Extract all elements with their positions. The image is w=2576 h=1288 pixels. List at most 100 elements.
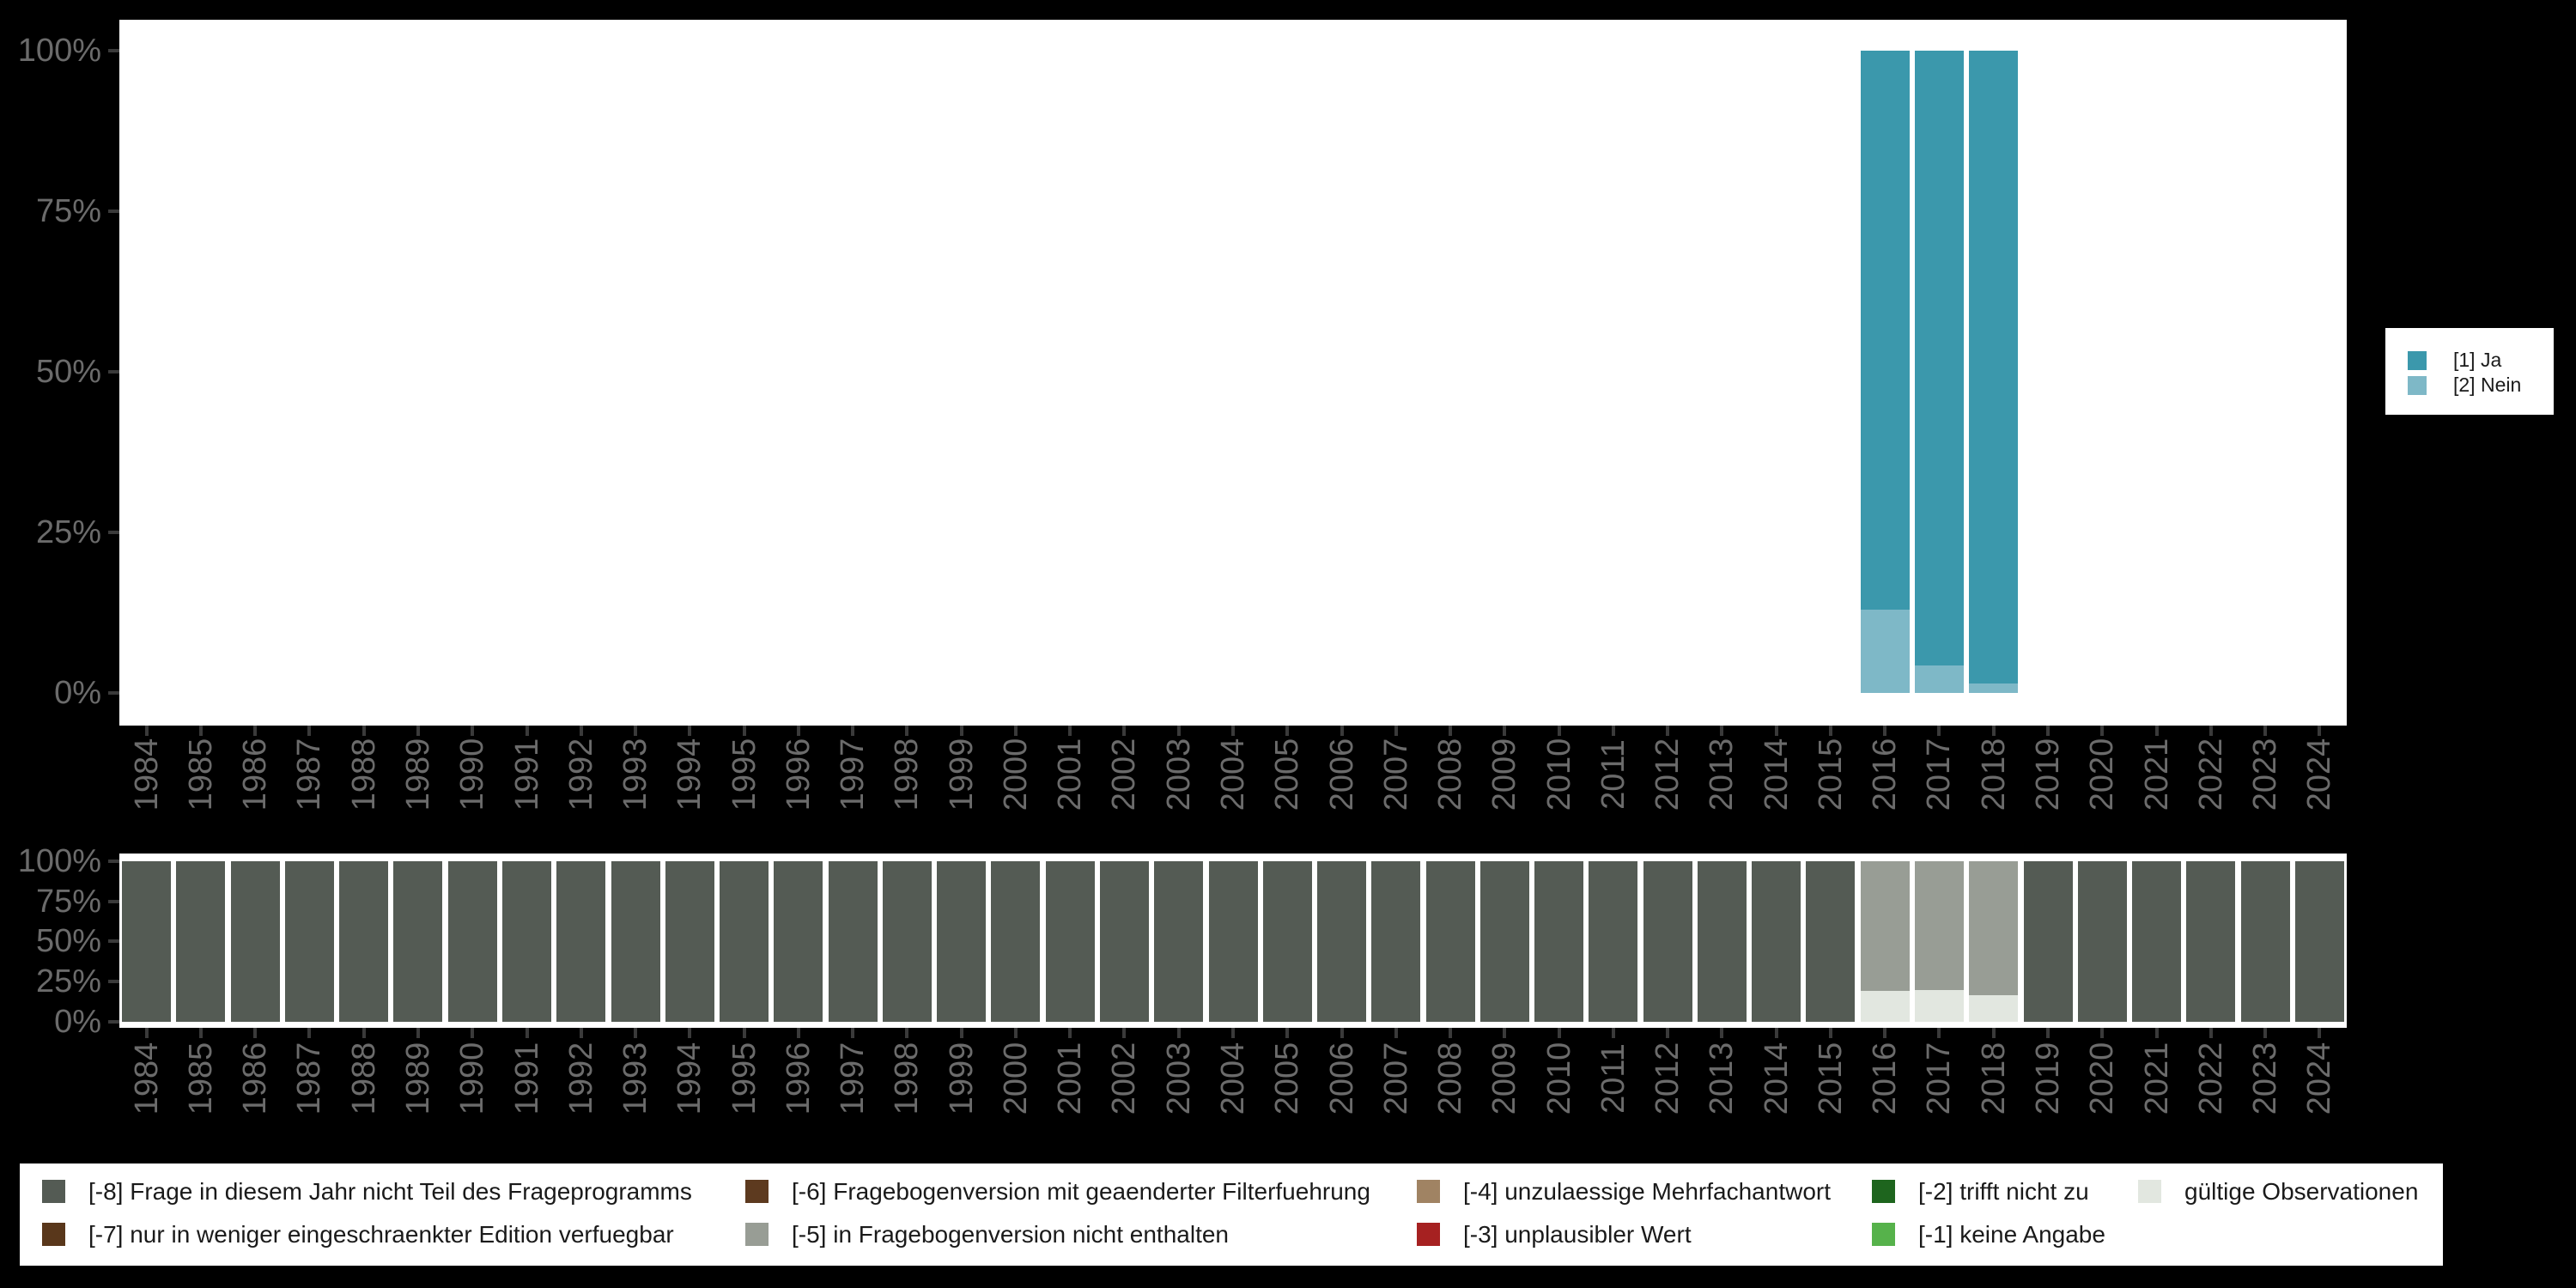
x-axis-tick-label-2023: 2023 — [2247, 1042, 2284, 1115]
legend-item-m3: [-3] unplausibler Wert — [1417, 1221, 1692, 1248]
x-axis-tick-label-2009: 2009 — [1486, 738, 1523, 811]
bar-2019 — [2023, 861, 2073, 1022]
bar-2013 — [1697, 861, 1747, 1022]
legend-label: [-2] trifft nicht zu — [1918, 1177, 2089, 1205]
x-axis-tick-label-1994: 1994 — [671, 1042, 708, 1115]
bar-segment-m8 — [393, 861, 443, 1022]
x-axis-tick-mark — [1231, 1028, 1235, 1038]
x-axis-tick-mark — [2154, 726, 2159, 736]
x-axis-tick-label-2014: 2014 — [1758, 738, 1795, 811]
legend-label: gültige Observationen — [2184, 1177, 2419, 1205]
x-axis-tick-mark — [2263, 1028, 2268, 1038]
legend-swatch-valid — [2138, 1180, 2161, 1203]
x-axis-tick-mark — [1176, 1028, 1181, 1038]
x-axis-tick-label-2016: 2016 — [1867, 738, 1904, 811]
x-axis-tick-label-2001: 2001 — [1052, 1042, 1089, 1115]
x-axis-tick-label-2011: 2011 — [1595, 739, 1631, 810]
x-axis-tick-label-2004: 2004 — [1215, 1042, 1251, 1115]
x-axis-tick-label-2017: 2017 — [1921, 1042, 1958, 1115]
y-axis-tick-label: 75% — [35, 193, 101, 229]
x-axis-tick-label-1991: 1991 — [508, 1042, 545, 1115]
x-axis-tick-label-2018: 2018 — [1975, 1042, 2012, 1115]
bar-1992 — [556, 861, 606, 1022]
bar-segment-m8 — [122, 861, 172, 1022]
x-axis-tick-mark — [1122, 726, 1127, 736]
legend-swatch-nein — [2408, 375, 2427, 395]
legend-label: [-1] keine Angabe — [1918, 1220, 2105, 1248]
bar-segment-m8 — [284, 861, 334, 1022]
x-axis-tick-mark — [2263, 726, 2268, 736]
x-axis-tick-label-1997: 1997 — [835, 738, 872, 811]
x-axis-tick-label-1998: 1998 — [889, 738, 926, 811]
bar-segment-m8 — [991, 861, 1041, 1022]
bar-segment-m8 — [774, 861, 823, 1022]
x-axis-tick-label-2010: 2010 — [1540, 1042, 1577, 1115]
x-axis-tick-mark — [1340, 726, 1344, 736]
x-axis-tick-mark — [1394, 726, 1398, 736]
x-axis-tick-mark — [2046, 726, 2050, 736]
x-axis-tick-label-1995: 1995 — [726, 738, 762, 811]
bar-2024 — [2294, 861, 2344, 1022]
bar-segment-nein — [1969, 683, 2019, 693]
x-axis-tick-mark — [198, 726, 203, 736]
legend-swatch-m3 — [1417, 1223, 1440, 1246]
bar-2007 — [1371, 861, 1421, 1022]
bar-1991 — [502, 861, 551, 1022]
bar-segment-m5 — [1969, 861, 2019, 996]
legend-swatch-m2 — [1872, 1180, 1895, 1203]
x-axis-tick-label-1987: 1987 — [291, 1042, 328, 1115]
bar-segment-valid — [1860, 991, 1910, 1022]
x-axis-tick-label-2000: 2000 — [997, 1042, 1034, 1115]
x-axis-tick-mark — [525, 1028, 529, 1038]
x-axis-tick-mark — [2208, 726, 2213, 736]
x-axis-tick-label-2021: 2021 — [2138, 738, 2175, 811]
x-axis-tick-label-1994: 1994 — [671, 738, 708, 811]
bar-segment-m8 — [1806, 861, 1856, 1022]
x-axis-tick-mark — [905, 1028, 909, 1038]
legend-item-nein: [2] Nein — [2408, 374, 2521, 396]
legend-item-ja: [1] Ja — [2408, 349, 2502, 371]
x-axis-tick-label-2002: 2002 — [1106, 738, 1143, 811]
bar-2018 — [1969, 861, 2019, 1022]
bar-segment-m8 — [828, 861, 878, 1022]
bar-1989 — [393, 861, 443, 1022]
x-axis-tick-label-2018: 2018 — [1975, 738, 2012, 811]
bar-2005 — [1262, 861, 1312, 1022]
bar-segment-m8 — [937, 861, 987, 1022]
x-axis-tick-mark — [1666, 1028, 1670, 1038]
bar-segment-m8 — [2186, 861, 2236, 1022]
bar-segment-m8 — [1425, 861, 1475, 1022]
x-axis-tick-mark — [1774, 1028, 1778, 1038]
x-axis-tick-mark — [1991, 1028, 1996, 1038]
x-axis-tick-mark — [361, 726, 366, 736]
bar-2017 — [1914, 861, 1964, 1022]
bar-2016 — [1860, 51, 1910, 693]
legend-label: [1] Ja — [2453, 349, 2502, 371]
bar-segment-nein — [1860, 609, 1910, 693]
bar-segment-m8 — [2132, 861, 2182, 1022]
bar-2022 — [2186, 861, 2236, 1022]
legend-item-m4: [-4] unzulaessige Mehrfachantwort — [1417, 1177, 1831, 1205]
x-axis-tick-mark — [2318, 1028, 2322, 1038]
x-axis-tick-label-1993: 1993 — [617, 1042, 654, 1115]
bar-2000 — [991, 861, 1041, 1022]
x-axis-tick-label-2019: 2019 — [2030, 1042, 2067, 1115]
x-axis-tick-mark — [1394, 1028, 1398, 1038]
x-axis-tick-label-2020: 2020 — [2084, 1042, 2121, 1115]
bar-segment-nein — [1914, 665, 1964, 693]
x-axis-tick-label-1988: 1988 — [345, 1042, 382, 1115]
legend-label: [-8] Frage in diesem Jahr nicht Teil des… — [88, 1177, 692, 1205]
y-axis-tick-label: 0% — [54, 1004, 101, 1040]
bar-segment-m8 — [1697, 861, 1747, 1022]
legend-label: [-4] unzulaessige Mehrfachantwort — [1463, 1177, 1831, 1205]
x-axis-tick-mark — [634, 1028, 638, 1038]
x-axis-tick-mark — [905, 726, 909, 736]
y-axis-tick-label: 100% — [17, 33, 101, 69]
x-axis-tick-mark — [1883, 1028, 1887, 1038]
x-axis-tick-mark — [1013, 1028, 1018, 1038]
x-axis-tick-mark — [1068, 1028, 1072, 1038]
bar-2003 — [1154, 861, 1204, 1022]
x-axis-tick-label-1996: 1996 — [780, 1042, 817, 1115]
bar-1984 — [122, 861, 172, 1022]
